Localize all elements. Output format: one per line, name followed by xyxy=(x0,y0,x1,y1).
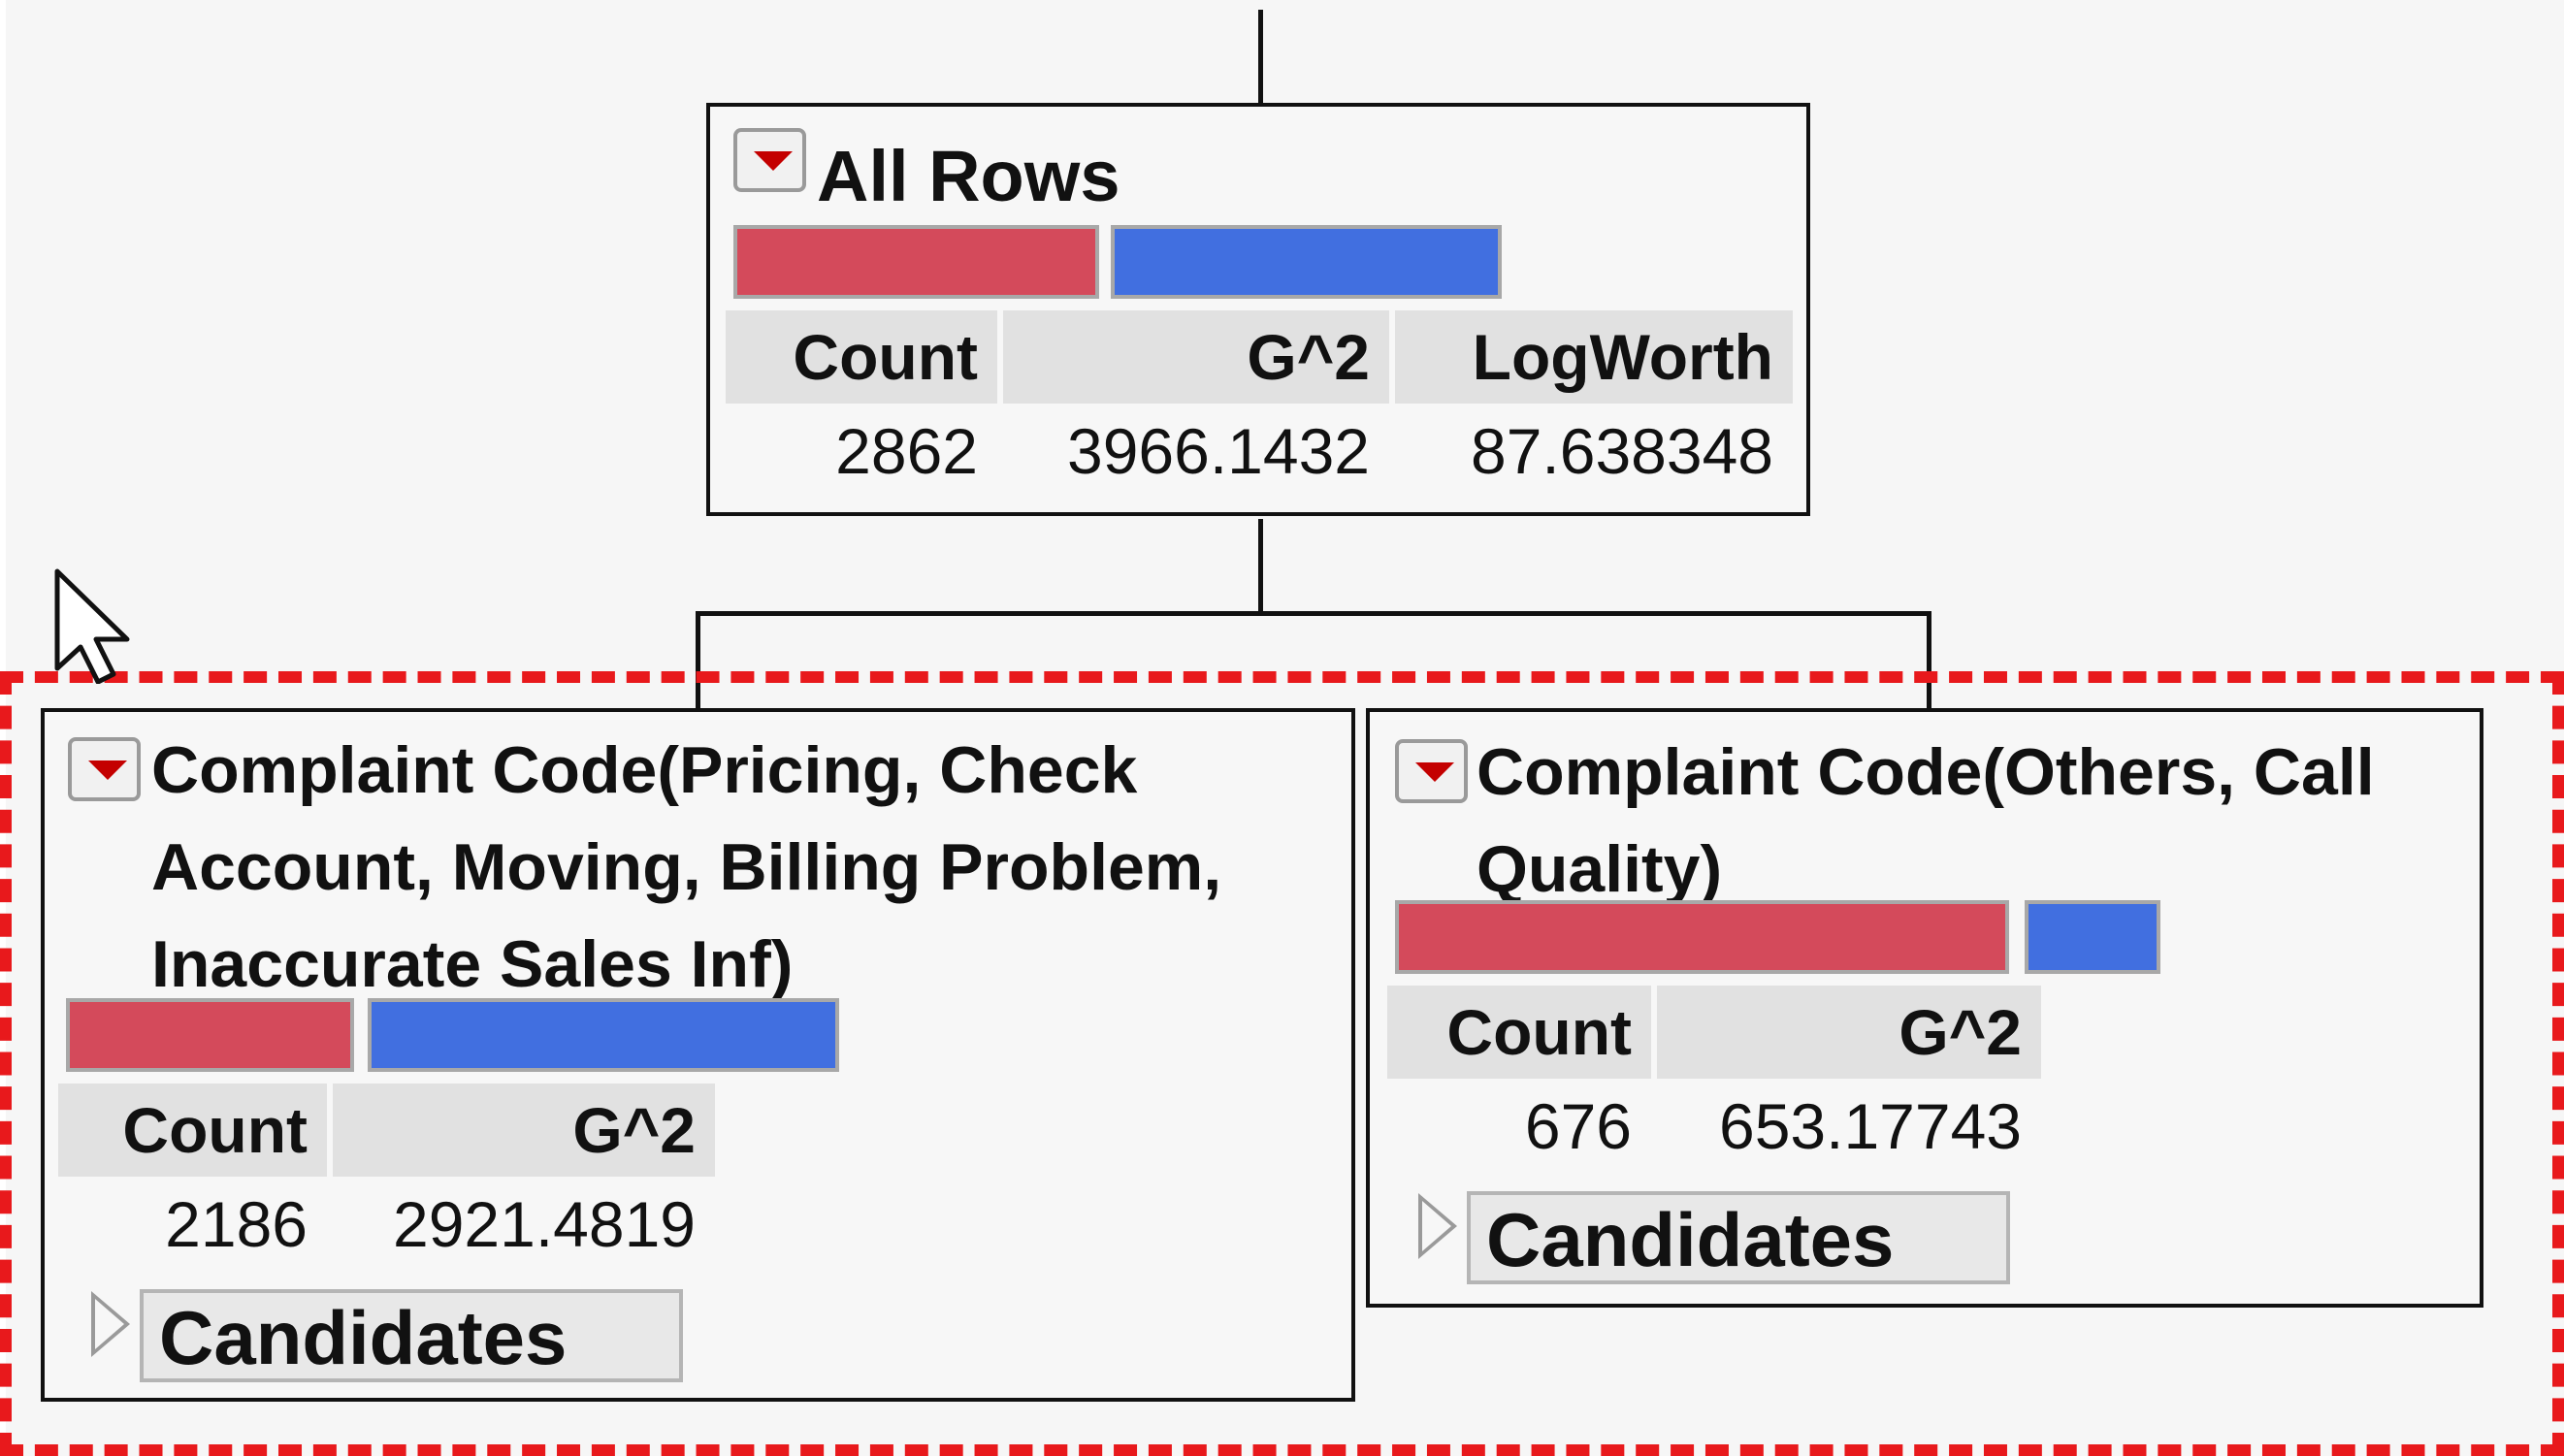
mouse-pointer-icon xyxy=(54,568,130,684)
bar-blue-segment xyxy=(2025,900,2160,974)
bar-blue-segment xyxy=(368,998,839,1072)
logworth-header: LogWorth xyxy=(1395,310,1793,404)
count-header: Count xyxy=(726,310,997,404)
count-value: 676 xyxy=(1524,1090,1632,1162)
g2-header: G^2 xyxy=(1657,986,2041,1079)
red-triangle-icon xyxy=(1415,762,1454,782)
connector-horizontal xyxy=(696,611,1931,616)
logworth-value: 87.638348 xyxy=(1471,415,1773,487)
bar-red-segment xyxy=(733,225,1099,299)
tree-node-all-rows: All Rows Count G^2 LogWorth 2862 3966.14… xyxy=(706,103,1810,516)
connector-root-down xyxy=(1258,519,1263,616)
tree-node-left-child: Complaint Code(Pricing, Check Account, M… xyxy=(41,708,1355,1402)
count-value: 2186 xyxy=(165,1188,308,1260)
tree-node-right-child: Complaint Code(Others, Call Quality) Cou… xyxy=(1366,708,2483,1308)
node-title: Complaint Code(Pricing, Check Account, M… xyxy=(151,733,1222,1001)
node-menu-button[interactable] xyxy=(733,128,806,192)
node-menu-button[interactable] xyxy=(1395,739,1468,803)
node-title: All Rows xyxy=(817,136,1120,216)
candidates-button[interactable]: Candidates xyxy=(1467,1191,2010,1284)
bar-blue-segment xyxy=(1111,225,1502,299)
connector-left-child xyxy=(696,611,700,708)
red-triangle-icon xyxy=(754,151,793,171)
node-menu-button[interactable] xyxy=(68,737,141,801)
count-header: Count xyxy=(1387,986,1651,1079)
left-edge-strip xyxy=(0,0,6,1456)
disclosure-triangle-icon[interactable] xyxy=(1418,1193,1457,1259)
count-value: 2862 xyxy=(835,415,978,487)
disclosure-triangle-icon[interactable] xyxy=(91,1291,130,1357)
g2-header: G^2 xyxy=(333,1084,715,1177)
red-triangle-icon xyxy=(88,760,127,780)
g2-value: 2921.4819 xyxy=(393,1188,696,1260)
count-header: Count xyxy=(58,1084,327,1177)
g2-header: G^2 xyxy=(1003,310,1389,404)
bar-red-segment xyxy=(1395,900,2009,974)
bar-red-segment xyxy=(66,998,354,1072)
connector-right-child xyxy=(1927,611,1931,708)
node-title: Complaint Code(Others, Call Quality) xyxy=(1477,735,2375,906)
candidates-button[interactable]: Candidates xyxy=(140,1289,683,1382)
g2-value: 653.17743 xyxy=(1719,1090,2022,1162)
g2-value: 3966.1432 xyxy=(1067,415,1370,487)
connector-top xyxy=(1258,10,1263,107)
